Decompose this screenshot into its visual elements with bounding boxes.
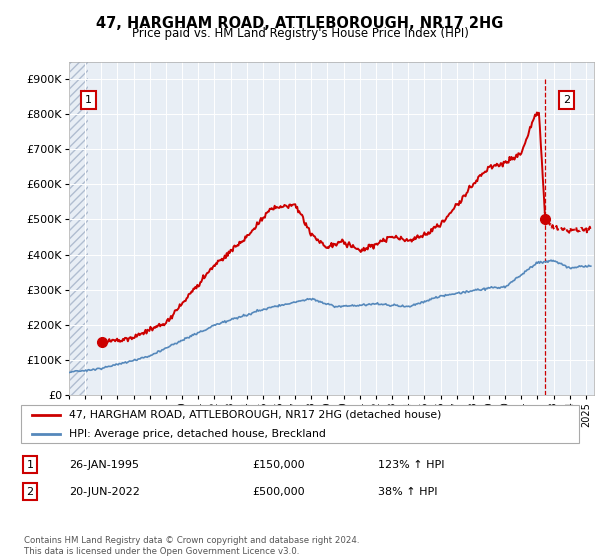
Text: 2: 2 bbox=[26, 487, 34, 497]
Text: 26-JAN-1995: 26-JAN-1995 bbox=[69, 460, 139, 470]
Text: Price paid vs. HM Land Registry's House Price Index (HPI): Price paid vs. HM Land Registry's House … bbox=[131, 27, 469, 40]
Text: 38% ↑ HPI: 38% ↑ HPI bbox=[378, 487, 437, 497]
Text: 1: 1 bbox=[26, 460, 34, 470]
Text: 123% ↑ HPI: 123% ↑ HPI bbox=[378, 460, 445, 470]
Text: 1: 1 bbox=[85, 95, 92, 105]
Text: 47, HARGHAM ROAD, ATTLEBOROUGH, NR17 2HG: 47, HARGHAM ROAD, ATTLEBOROUGH, NR17 2HG bbox=[97, 16, 503, 31]
Text: Contains HM Land Registry data © Crown copyright and database right 2024.
This d: Contains HM Land Registry data © Crown c… bbox=[24, 536, 359, 556]
Bar bbox=[69, 62, 88, 395]
FancyBboxPatch shape bbox=[21, 405, 579, 443]
Text: 20-JUN-2022: 20-JUN-2022 bbox=[69, 487, 140, 497]
Text: 2: 2 bbox=[563, 95, 570, 105]
Text: 47, HARGHAM ROAD, ATTLEBOROUGH, NR17 2HG (detached house): 47, HARGHAM ROAD, ATTLEBOROUGH, NR17 2HG… bbox=[69, 409, 441, 419]
Text: £500,000: £500,000 bbox=[252, 487, 305, 497]
Text: £150,000: £150,000 bbox=[252, 460, 305, 470]
Text: HPI: Average price, detached house, Breckland: HPI: Average price, detached house, Brec… bbox=[69, 429, 326, 439]
